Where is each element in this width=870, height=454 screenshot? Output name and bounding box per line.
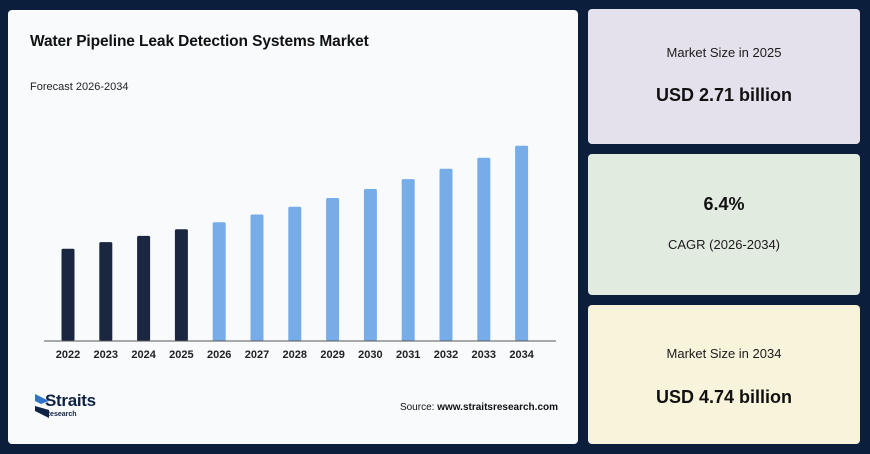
chart-subtitle: Forecast 2026-2034 xyxy=(30,81,129,93)
source-label: Source: xyxy=(399,402,435,413)
x-tick-label: 2030 xyxy=(358,349,382,361)
market-size-2025-label: Market Size in 2025 xyxy=(666,45,782,60)
bar-2025 xyxy=(174,229,188,341)
x-tick-label: 2031 xyxy=(396,349,420,361)
x-tick-label: 2034 xyxy=(509,349,534,361)
bar-2027 xyxy=(250,214,264,341)
source-note: Source: www.straitsresearch.com xyxy=(400,402,558,413)
bar-2032 xyxy=(439,168,453,341)
cagr-label: CAGR (2026-2034) xyxy=(668,237,780,252)
bar-2033 xyxy=(477,157,491,341)
bar-2022 xyxy=(61,248,75,341)
x-tick-label: 2027 xyxy=(245,349,269,361)
market-size-2034-card: Market Size in 2034 USD 4.74 billion xyxy=(588,305,860,444)
source-url: www.straitsresearch.com xyxy=(437,402,558,413)
x-tick-label: 2024 xyxy=(131,349,156,361)
logo-subtitle: Research xyxy=(45,411,77,418)
chart-title: Water Pipeline Leak Detection Systems Ma… xyxy=(30,33,369,50)
bar-2026 xyxy=(212,222,226,341)
bar-2029 xyxy=(326,198,340,341)
x-tick-label: 2025 xyxy=(169,349,193,361)
x-tick-label: 2032 xyxy=(434,349,458,361)
market-size-2025-value: USD 2.71 billion xyxy=(655,85,793,105)
cagr-value: 6.4% xyxy=(703,194,745,214)
bar-chart: 2022 2023 2024 2025 2026 2027 2028 2029 2030 2031… xyxy=(44,145,556,361)
bar-2023 xyxy=(99,242,113,341)
cagr-card: 6.4% CAGR (2026-2034) xyxy=(588,154,860,295)
straits-logo-icon xyxy=(35,394,49,418)
bar-2024 xyxy=(137,235,151,341)
x-tick-label: 2022 xyxy=(56,349,80,361)
x-tick-label: 2028 xyxy=(283,349,307,361)
bar-2031 xyxy=(401,179,415,341)
x-tick-label: 2026 xyxy=(207,349,231,361)
x-tick-label: 2029 xyxy=(320,349,344,361)
chart-card: Water Pipeline Leak Detection Systems Ma… xyxy=(8,10,578,444)
market-size-2034-label: Market Size in 2034 xyxy=(666,346,782,361)
logo-name: Straits xyxy=(45,391,96,410)
market-size-2025-card: Market Size in 2025 USD 2.71 billion xyxy=(588,9,860,144)
market-size-2034-value: USD 4.74 billion xyxy=(655,387,793,407)
bar-2030 xyxy=(363,189,377,341)
bar-2028 xyxy=(288,206,302,341)
x-tick-label: 2033 xyxy=(472,349,496,361)
bar-2034 xyxy=(515,145,529,341)
x-tick-label: 2023 xyxy=(94,349,118,361)
